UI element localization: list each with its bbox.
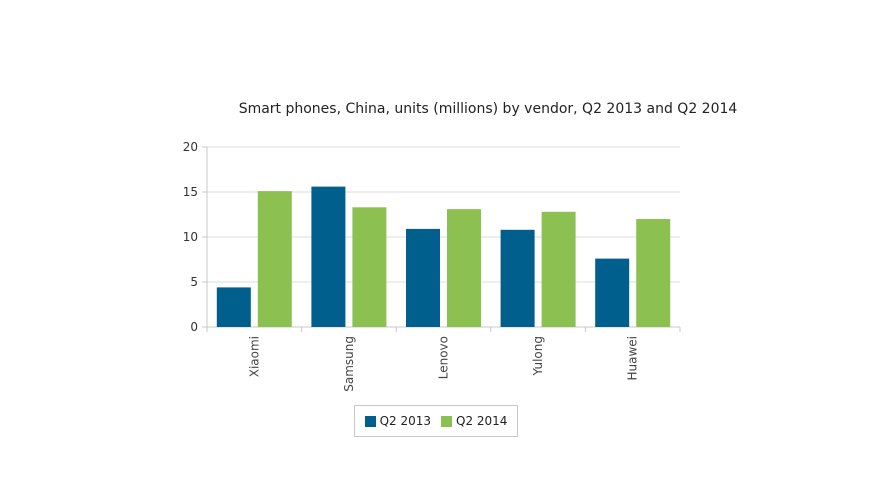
legend: Q2 2013 Q2 2014: [354, 405, 518, 437]
x-tick-label: Samsung: [342, 336, 356, 392]
x-tick-label: Lenovo: [437, 336, 451, 379]
legend-label-series-2: Q2 2014: [456, 414, 508, 428]
x-tick-label: Huawei: [626, 336, 640, 381]
legend-item-series-1: Q2 2013: [364, 414, 431, 428]
chart-title: Smart phones, China, units (millions) by…: [238, 101, 738, 117]
y-tick-label: 5: [190, 275, 198, 289]
bar-q2-2014-yulong: [541, 211, 576, 327]
bar-q2-2014-lenovo: [447, 209, 481, 327]
legend-swatch-series-1: [364, 415, 376, 427]
x-tick-label: Xiaomi: [247, 336, 261, 377]
x-tick-label: Yulong: [531, 336, 545, 376]
bar-q2-2013-yulong: [500, 229, 535, 327]
y-tick-label: 0: [190, 320, 198, 334]
y-tick-label: 10: [183, 230, 198, 244]
bar-q2-2014-xiaomi: [257, 191, 292, 327]
bar-q2-2013-samsung: [311, 186, 346, 327]
y-tick-label: 15: [183, 185, 198, 199]
bar-q2-2014-huawei: [636, 219, 671, 327]
y-tick-label: 20: [183, 140, 198, 154]
legend-label-series-1: Q2 2013: [379, 414, 431, 428]
legend-swatch-series-2: [441, 415, 452, 427]
bar-q2-2013-xiaomi: [216, 287, 251, 327]
legend-item-series-2: Q2 2014: [441, 414, 507, 428]
bar-q2-2013-huawei: [595, 258, 630, 327]
bar-q2-2014-samsung: [352, 207, 387, 327]
bar-q2-2013-lenovo: [406, 228, 440, 327]
